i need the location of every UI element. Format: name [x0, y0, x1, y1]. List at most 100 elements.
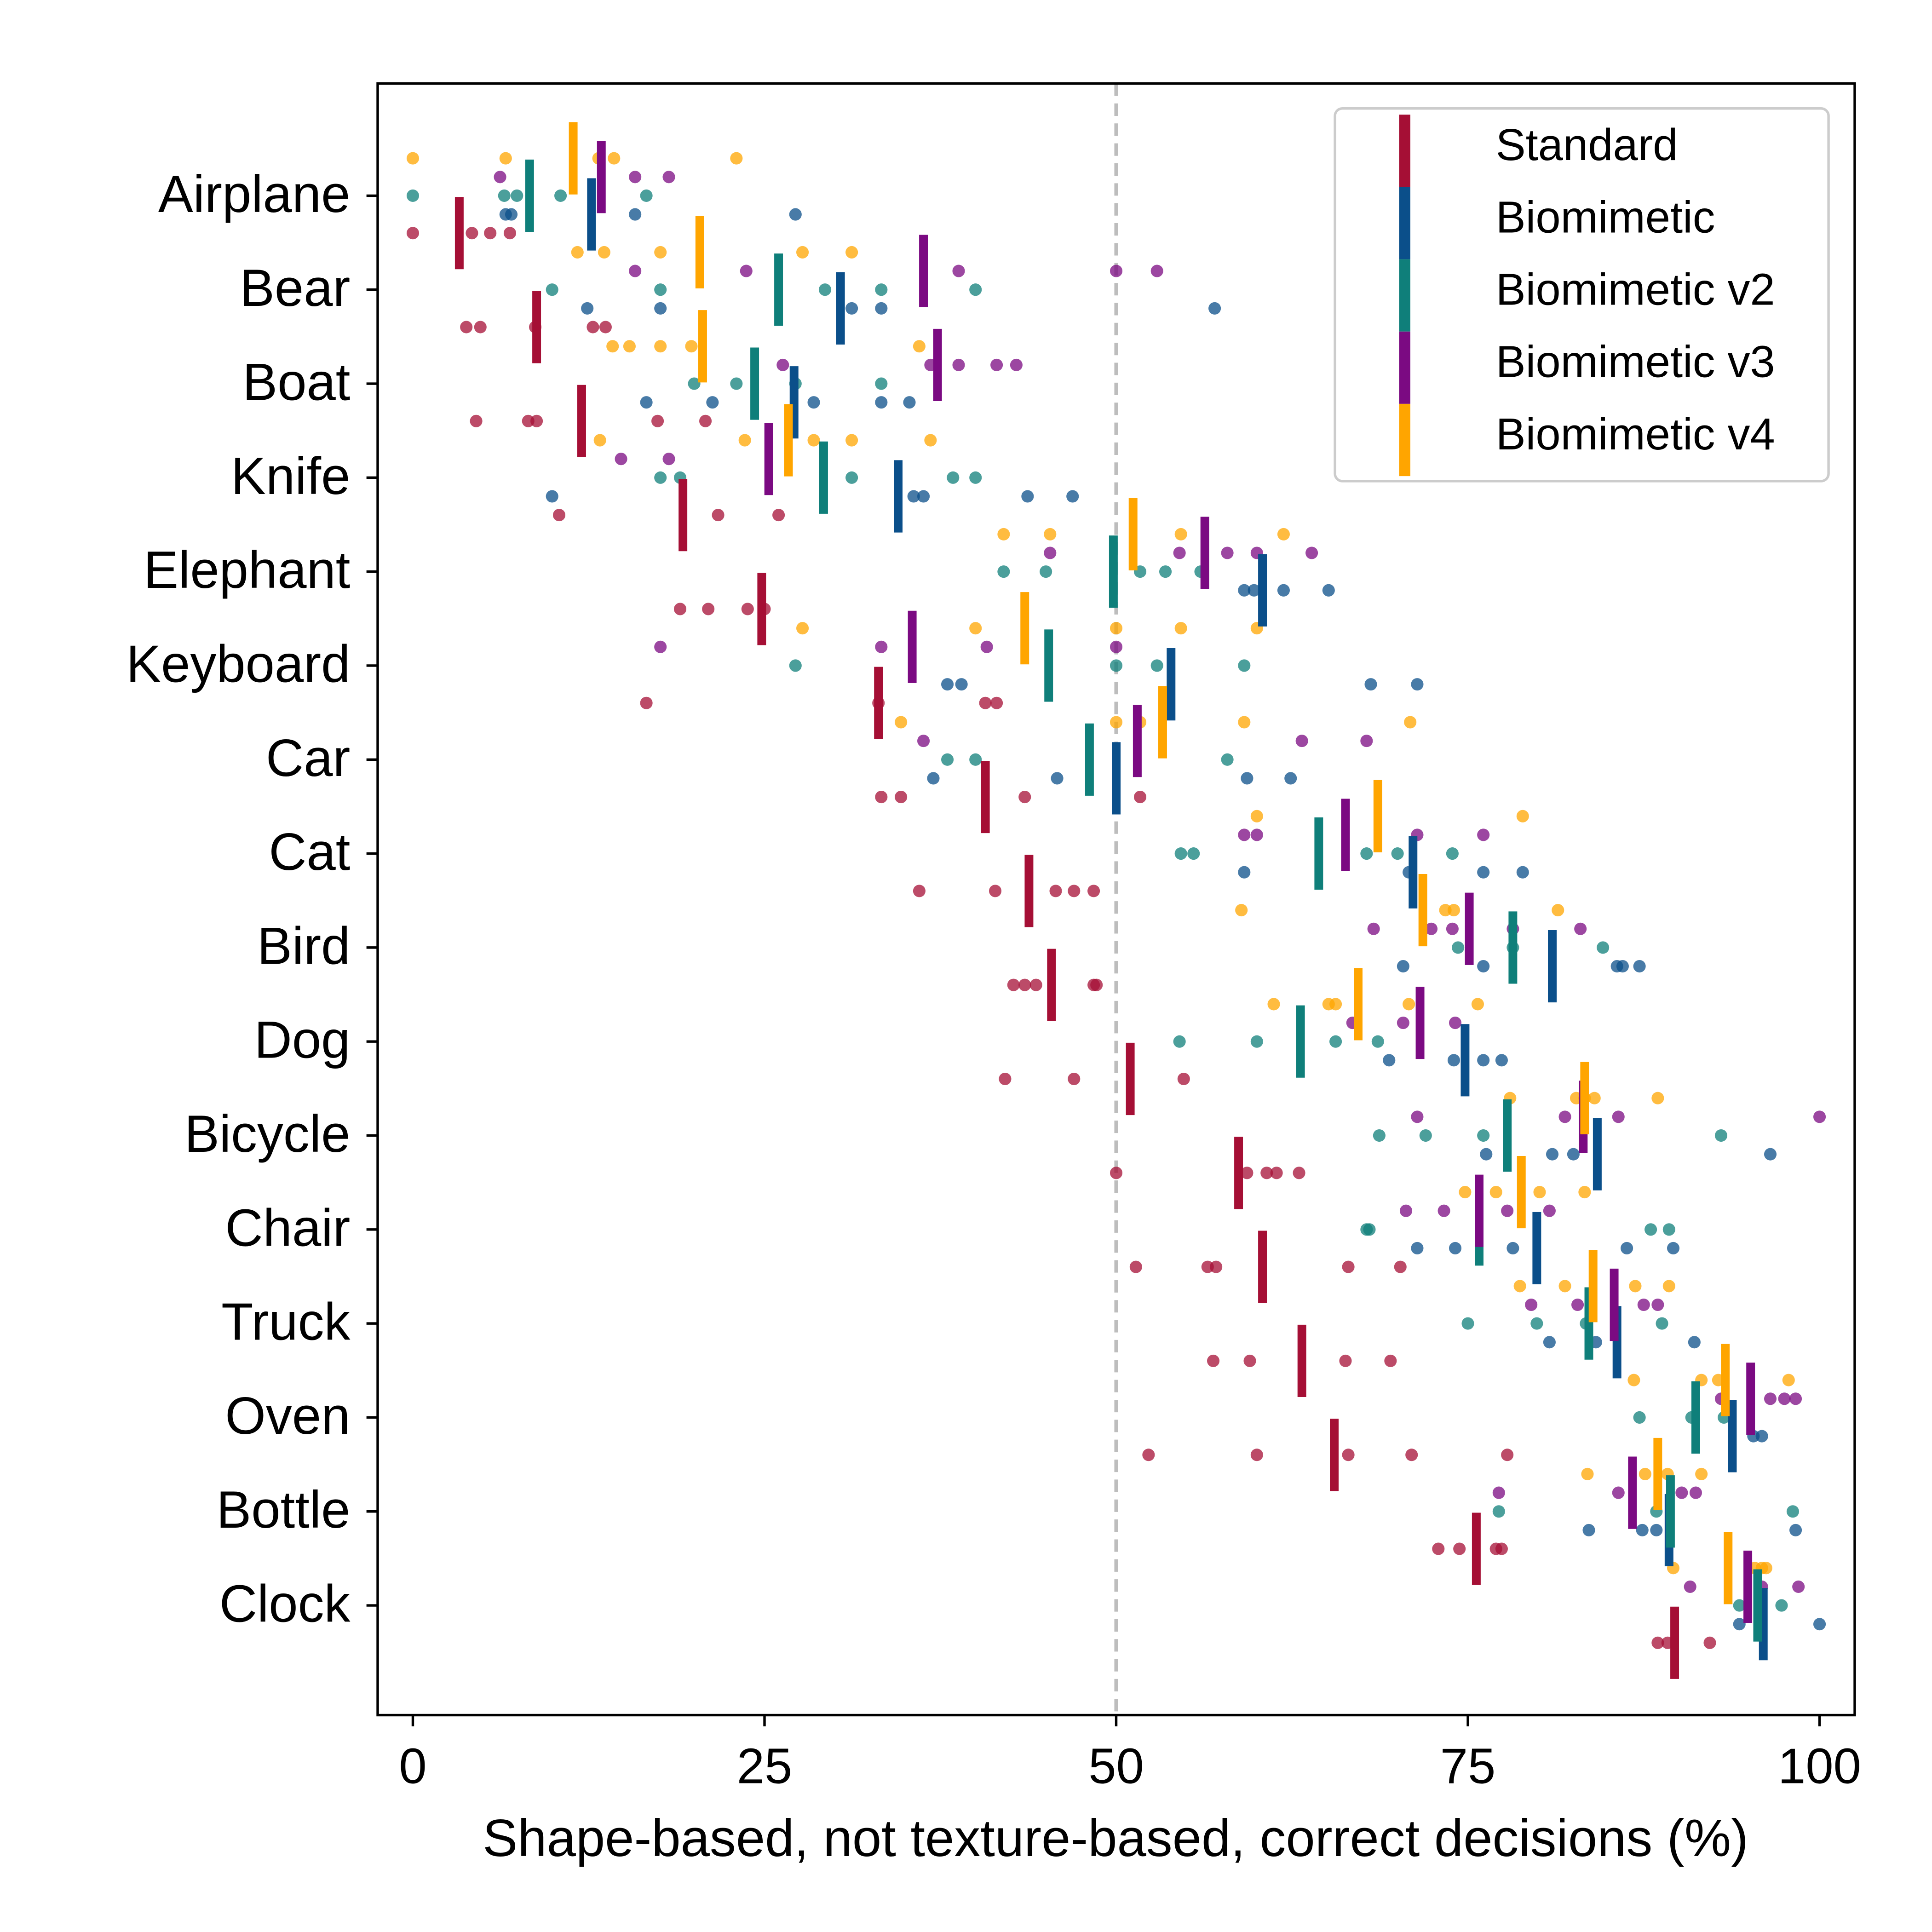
- data-point: [999, 1072, 1012, 1086]
- data-point: [1174, 847, 1187, 860]
- y-tick-label: Bottle: [216, 1481, 350, 1539]
- data-point: [1243, 1354, 1256, 1367]
- y-tick-label: Bear: [240, 259, 350, 317]
- data-point: [845, 246, 858, 259]
- data-point: [1425, 922, 1438, 935]
- data-point: [1477, 1129, 1490, 1142]
- data-point: [406, 227, 420, 240]
- data-point: [1068, 1072, 1081, 1086]
- data-point: [654, 471, 667, 484]
- data-point: [498, 189, 511, 202]
- data-point: [1621, 1242, 1633, 1255]
- data-point: [845, 471, 858, 484]
- data-point: [1238, 716, 1251, 729]
- data-point: [1221, 546, 1234, 559]
- data-point: [608, 152, 621, 165]
- data-point: [606, 340, 619, 353]
- legend-box: [1334, 107, 1830, 483]
- data-point: [1637, 1298, 1650, 1311]
- data-point: [772, 509, 785, 522]
- plot-frame: [376, 82, 1856, 1717]
- y-tick-label: Dog: [254, 1011, 351, 1070]
- data-point: [1403, 998, 1415, 1011]
- x-tick-label: 0: [399, 1738, 426, 1794]
- data-point: [1177, 1072, 1190, 1086]
- data-point: [706, 396, 719, 409]
- data-point: [654, 246, 667, 259]
- data-point: [1578, 1185, 1591, 1199]
- data-point: [1506, 1242, 1519, 1255]
- data-point: [546, 283, 558, 296]
- data-point: [1044, 546, 1057, 559]
- data-point: [1489, 1185, 1502, 1199]
- data-point: [1010, 358, 1023, 371]
- data-point: [730, 152, 743, 165]
- data-point: [1277, 528, 1290, 540]
- data-point: [1394, 1260, 1407, 1273]
- y-tick-label: Chair: [225, 1199, 350, 1257]
- data-point: [952, 264, 965, 277]
- data-point: [1501, 1204, 1514, 1217]
- data-point: [1238, 584, 1251, 597]
- data-point: [511, 189, 523, 202]
- data-point: [1129, 1260, 1142, 1273]
- data-point: [1662, 1280, 1675, 1293]
- data-point: [1404, 716, 1417, 729]
- data-point: [1639, 1467, 1651, 1481]
- data-point: [1477, 828, 1490, 841]
- data-point: [1452, 941, 1465, 954]
- data-point: [1453, 1542, 1466, 1555]
- x-tick-label: 75: [1440, 1738, 1496, 1794]
- data-point: [1208, 302, 1221, 315]
- data-point: [1174, 528, 1187, 540]
- data-point: [1235, 904, 1248, 917]
- data-point: [1588, 1092, 1601, 1104]
- data-point: [629, 171, 642, 184]
- data-point: [947, 471, 960, 484]
- data-point: [1284, 772, 1297, 785]
- y-tick-label: Elephant: [144, 541, 350, 599]
- data-point: [1110, 640, 1123, 653]
- data-point: [1049, 885, 1062, 897]
- data-point: [1495, 1054, 1508, 1067]
- data-point: [593, 434, 606, 447]
- data-point: [499, 152, 512, 165]
- data-point: [640, 696, 653, 709]
- data-point: [875, 302, 888, 315]
- data-point: [907, 490, 920, 503]
- data-point: [1813, 1618, 1826, 1631]
- data-point: [1018, 978, 1031, 991]
- data-point: [941, 678, 954, 691]
- data-point: [1293, 1167, 1305, 1179]
- legend-label: Biomimetic v3: [1496, 337, 1775, 387]
- data-point: [474, 321, 487, 334]
- data-point: [1210, 1260, 1223, 1273]
- y-tick-label: Boat: [242, 353, 350, 412]
- data-point: [1133, 791, 1147, 804]
- legend-label: Biomimetic v2: [1496, 264, 1775, 315]
- data-point: [1363, 1223, 1376, 1236]
- data-point: [1142, 1449, 1155, 1461]
- data-point: [990, 696, 1003, 709]
- data-point: [1616, 960, 1629, 973]
- data-point: [1339, 1354, 1352, 1367]
- data-point: [1260, 1167, 1273, 1179]
- data-point: [776, 358, 789, 371]
- data-point: [1546, 1148, 1559, 1161]
- data-point: [1558, 1110, 1571, 1123]
- data-point: [1250, 810, 1263, 822]
- data-point: [1241, 1167, 1254, 1179]
- x-tick-label: 25: [737, 1738, 793, 1794]
- data-point: [466, 227, 478, 240]
- data-point: [1295, 735, 1308, 748]
- data-point: [1066, 490, 1079, 503]
- data-point: [1477, 1054, 1490, 1067]
- data-point: [1173, 546, 1186, 559]
- legend-label: Biomimetic v4: [1496, 409, 1775, 459]
- data-point: [738, 434, 751, 447]
- data-point: [1778, 1392, 1791, 1405]
- y-tick-label: Oven: [225, 1387, 350, 1445]
- data-point: [1174, 622, 1187, 635]
- y-tick-label: Car: [266, 729, 350, 788]
- data-point: [1558, 1280, 1571, 1293]
